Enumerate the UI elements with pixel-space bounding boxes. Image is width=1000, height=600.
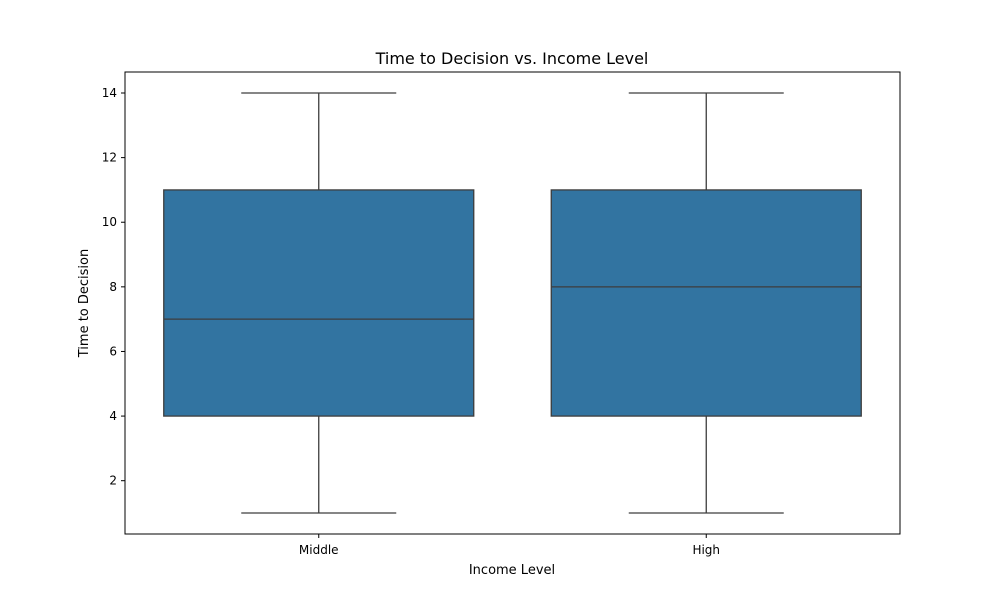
box-high <box>550 92 862 514</box>
y-tick-label: 12 <box>102 151 117 165</box>
iqr-box <box>550 189 862 417</box>
y-tick-label: 8 <box>109 280 117 294</box>
axes-frame <box>124 71 901 535</box>
x-axis-label: Income Level <box>469 563 555 578</box>
plot-area <box>163 92 862 514</box>
y-tick-label: 2 <box>109 474 117 488</box>
y-axis-ticks: 2 4 6 8 10 12 14 <box>102 86 125 488</box>
x-axis-ticks: Middle High <box>299 534 720 557</box>
x-tick-label: Middle <box>299 543 339 557</box>
y-tick-label: 6 <box>109 344 117 358</box>
y-axis-label: Time to Decision <box>77 249 92 358</box>
box-middle <box>163 92 475 514</box>
x-tick-label: High <box>692 543 720 557</box>
y-tick-label: 14 <box>102 86 117 100</box>
chart-title: Time to Decision vs. Income Level <box>375 49 649 68</box>
y-tick-label: 4 <box>109 409 117 423</box>
y-tick-label: 10 <box>102 215 117 229</box>
iqr-box <box>163 189 475 417</box>
